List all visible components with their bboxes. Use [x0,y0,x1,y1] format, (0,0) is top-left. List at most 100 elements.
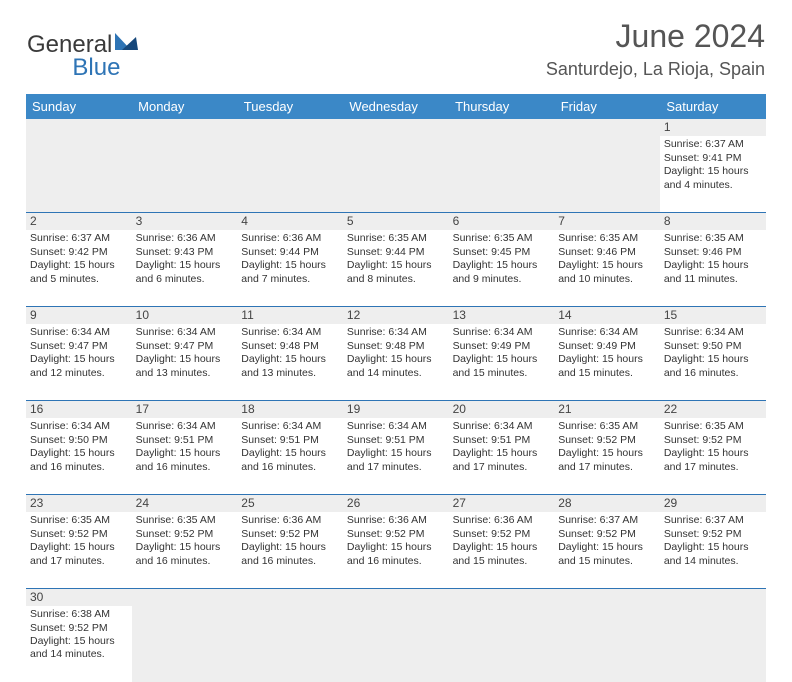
daynum-cell: 24 [132,494,238,512]
sunrise-text: Sunrise: 6:36 AM [347,514,445,527]
daylight-text: Daylight: 15 hours and 14 minutes. [664,541,762,568]
day-cell: Sunrise: 6:37 AMSunset: 9:52 PMDaylight:… [554,512,660,588]
daynum-cell: 17 [132,400,238,418]
weekday-header: Saturday [660,94,766,119]
weekday-header: Sunday [26,94,132,119]
daylight-text: Daylight: 15 hours and 13 minutes. [136,353,234,380]
daylight-text: Daylight: 15 hours and 16 minutes. [136,541,234,568]
day-number: 12 [347,308,360,322]
sunrise-text: Sunrise: 6:34 AM [241,420,339,433]
sunrise-text: Sunrise: 6:34 AM [136,420,234,433]
sunset-text: Sunset: 9:51 PM [136,434,234,447]
sunrise-text: Sunrise: 6:37 AM [30,232,128,245]
daynum-cell [237,588,343,606]
daylight-text: Daylight: 15 hours and 14 minutes. [347,353,445,380]
sunset-text: Sunset: 9:52 PM [558,434,656,447]
daynum-cell: 25 [237,494,343,512]
daylight-text: Daylight: 15 hours and 15 minutes. [558,353,656,380]
daynum-cell: 21 [554,400,660,418]
daynum-cell: 15 [660,306,766,324]
daylight-text: Daylight: 15 hours and 5 minutes. [30,259,128,286]
day-number: 22 [664,402,677,416]
daynum-cell: 18 [237,400,343,418]
sunrise-text: Sunrise: 6:37 AM [664,514,762,527]
daynum-cell: 16 [26,400,132,418]
daynum-cell: 6 [449,212,555,230]
sunrise-text: Sunrise: 6:34 AM [453,420,551,433]
sunrise-text: Sunrise: 6:35 AM [558,420,656,433]
daynum-cell [449,119,555,136]
sunrise-text: Sunrise: 6:37 AM [664,138,762,151]
day-cell: Sunrise: 6:37 AMSunset: 9:41 PMDaylight:… [660,136,766,212]
day-cell: Sunrise: 6:34 AMSunset: 9:49 PMDaylight:… [449,324,555,400]
sunset-text: Sunset: 9:48 PM [241,340,339,353]
daylight-text: Daylight: 15 hours and 15 minutes. [453,541,551,568]
day-cell: Sunrise: 6:35 AMSunset: 9:46 PMDaylight:… [660,230,766,306]
day-cell [554,606,660,682]
sunrise-text: Sunrise: 6:35 AM [136,514,234,527]
week-row: Sunrise: 6:37 AMSunset: 9:42 PMDaylight:… [26,230,766,306]
day-cell [237,136,343,212]
sunrise-text: Sunrise: 6:35 AM [30,514,128,527]
calendar-table: SundayMondayTuesdayWednesdayThursdayFrid… [26,94,766,682]
sunrise-text: Sunrise: 6:36 AM [241,232,339,245]
day-number: 20 [453,402,466,416]
month-title: June 2024 [546,18,765,55]
day-number: 3 [136,214,143,228]
calendar-header-row: SundayMondayTuesdayWednesdayThursdayFrid… [26,94,766,119]
sunrise-text: Sunrise: 6:35 AM [347,232,445,245]
day-number: 28 [558,496,571,510]
daylight-text: Daylight: 15 hours and 14 minutes. [30,635,128,662]
daylight-text: Daylight: 15 hours and 17 minutes. [558,447,656,474]
daylight-text: Daylight: 15 hours and 16 minutes. [664,353,762,380]
daylight-text: Daylight: 15 hours and 10 minutes. [558,259,656,286]
daynum-cell: 27 [449,494,555,512]
day-cell: Sunrise: 6:35 AMSunset: 9:52 PMDaylight:… [660,418,766,494]
day-cell: Sunrise: 6:35 AMSunset: 9:52 PMDaylight:… [132,512,238,588]
day-number: 14 [558,308,571,322]
day-cell [26,136,132,212]
sunrise-text: Sunrise: 6:35 AM [558,232,656,245]
sunset-text: Sunset: 9:52 PM [241,528,339,541]
day-number: 25 [241,496,254,510]
daylight-text: Daylight: 15 hours and 16 minutes. [241,541,339,568]
day-number: 10 [136,308,149,322]
daynum-cell: 19 [343,400,449,418]
day-number: 26 [347,496,360,510]
week-row: Sunrise: 6:38 AMSunset: 9:52 PMDaylight:… [26,606,766,682]
day-cell: Sunrise: 6:34 AMSunset: 9:50 PMDaylight:… [26,418,132,494]
day-number: 15 [664,308,677,322]
weekday-header: Friday [554,94,660,119]
daynum-row: 1 [26,119,766,136]
week-row: Sunrise: 6:37 AMSunset: 9:41 PMDaylight:… [26,136,766,212]
sunrise-text: Sunrise: 6:34 AM [30,420,128,433]
day-number: 7 [558,214,565,228]
daynum-cell: 26 [343,494,449,512]
daynum-cell: 9 [26,306,132,324]
day-cell: Sunrise: 6:35 AMSunset: 9:46 PMDaylight:… [554,230,660,306]
weekday-header: Thursday [449,94,555,119]
daynum-row: 30 [26,588,766,606]
daynum-cell [343,588,449,606]
sunset-text: Sunset: 9:52 PM [453,528,551,541]
sunset-text: Sunset: 9:52 PM [30,528,128,541]
sunrise-text: Sunrise: 6:34 AM [453,326,551,339]
sunset-text: Sunset: 9:50 PM [664,340,762,353]
day-number: 23 [30,496,43,510]
day-cell: Sunrise: 6:34 AMSunset: 9:51 PMDaylight:… [132,418,238,494]
sunset-text: Sunset: 9:44 PM [241,246,339,259]
daylight-text: Daylight: 15 hours and 16 minutes. [30,447,128,474]
sunrise-text: Sunrise: 6:34 AM [347,420,445,433]
day-cell: Sunrise: 6:35 AMSunset: 9:44 PMDaylight:… [343,230,449,306]
sunrise-text: Sunrise: 6:36 AM [453,514,551,527]
day-number: 30 [30,590,43,604]
day-number: 21 [558,402,571,416]
day-cell: Sunrise: 6:35 AMSunset: 9:52 PMDaylight:… [554,418,660,494]
day-cell: Sunrise: 6:34 AMSunset: 9:48 PMDaylight:… [237,324,343,400]
day-number: 17 [136,402,149,416]
day-cell [449,136,555,212]
daynum-cell [343,119,449,136]
sunset-text: Sunset: 9:52 PM [30,622,128,635]
daynum-cell: 2 [26,212,132,230]
daynum-cell [237,119,343,136]
